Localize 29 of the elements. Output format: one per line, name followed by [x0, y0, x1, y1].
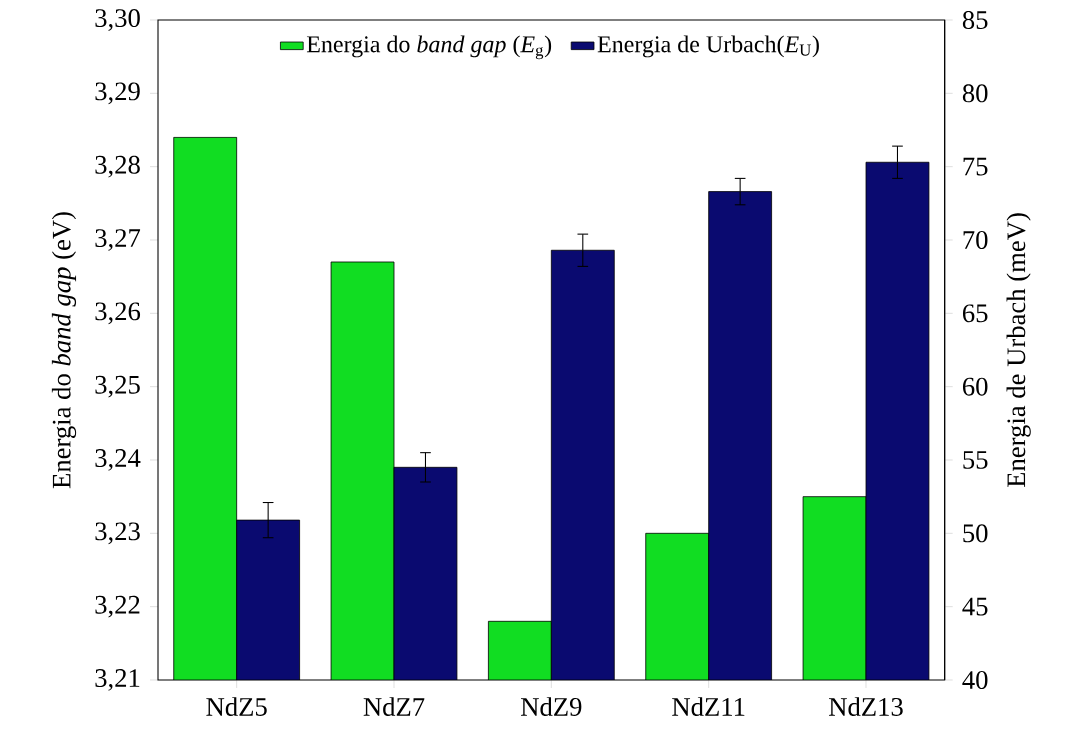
x-tick-label: NdZ7	[363, 697, 425, 717]
y-tick-label: 3,25	[95, 375, 140, 398]
y-tick-label: 3,22	[95, 595, 140, 618]
y-tick-label: 3,27	[95, 229, 141, 252]
y2-tick-label: 45	[962, 597, 988, 616]
y2-tick-label: 85	[962, 11, 988, 30]
y-tick-label: 3,30	[95, 9, 140, 32]
y2-axis-title: Energia de Urbach (meV)	[1006, 213, 1031, 488]
y-tick-label: 3,21	[95, 669, 140, 692]
y2-tick-label: 70	[963, 231, 988, 250]
x-tick-label: NdZ11	[672, 697, 745, 717]
x-tick-label: NdZ9	[521, 697, 582, 717]
y-tick-label: 3,26	[95, 302, 141, 325]
x-tick-label: NdZ13	[829, 697, 903, 717]
y2-tick-label: 55	[963, 451, 988, 470]
y2-tick-label: 60	[962, 377, 988, 396]
y-tick-label: 3,24	[95, 449, 141, 472]
y2-tick-label: 40	[962, 671, 988, 690]
legend-label: Energia de Urbach(E$_{U}$)	[597, 35, 819, 58]
y2-tick-label: 65	[962, 304, 988, 323]
y2-tick-label: 50	[963, 524, 988, 543]
y2-tick-label: 80	[962, 84, 988, 103]
y-tick-label: 3,29	[95, 82, 140, 105]
y-axis-title: Energia do band gap (eV)	[51, 212, 77, 489]
x-tick-label: NdZ5	[206, 697, 267, 717]
y2-tick-label: 75	[963, 157, 988, 176]
legend-label: Energia do band gap (E$_{g}$)	[306, 35, 552, 60]
y-tick-label: 3,23	[95, 522, 140, 545]
y-tick-label: 3,28	[95, 155, 140, 178]
